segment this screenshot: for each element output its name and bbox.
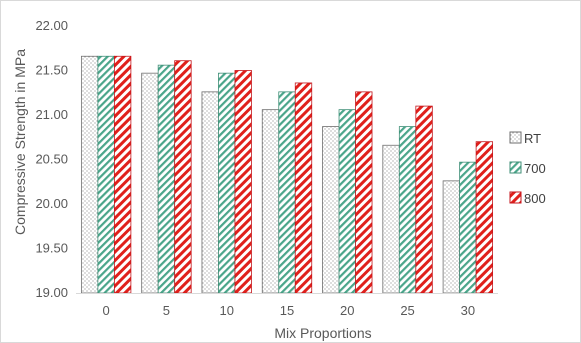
legend: RT 700 800 (509, 131, 546, 206)
bar-rt-30 (442, 180, 461, 294)
bar-700-25 (398, 126, 417, 294)
bar-700-20 (338, 109, 356, 294)
bar-700-0 (97, 55, 115, 294)
x-tick-label: 25 (400, 303, 414, 318)
legend-swatch-rt (509, 131, 522, 144)
bar-rt-20 (322, 126, 340, 294)
x-tick-label: 10 (219, 303, 233, 318)
y-tick-label: 21.50 (35, 63, 68, 78)
legend-label-700: 700 (524, 161, 546, 176)
bar-800-10 (234, 70, 252, 294)
x-tick-label: 0 (103, 303, 110, 318)
x-axis: 0 5 10 15 20 25 30 (76, 293, 498, 318)
bar-700-30 (459, 161, 477, 294)
legend-label-800: 800 (524, 191, 546, 206)
bar-800-25 (415, 105, 433, 294)
y-axis: 19.00 19.50 20.00 20.50 21.00 21.50 22.00 (35, 18, 68, 300)
x-tick-label: 15 (280, 303, 294, 318)
bar-800-30 (475, 141, 494, 294)
bar-700-10 (218, 72, 236, 294)
y-tick-label: 19.50 (35, 241, 68, 256)
bar-700-15 (278, 91, 296, 294)
bar-800-5 (174, 60, 192, 294)
bars-group (80, 55, 494, 294)
bar-rt-0 (80, 55, 99, 294)
bar-rt-25 (382, 144, 400, 294)
x-tick-label: 20 (340, 303, 354, 318)
y-tick-label: 22.00 (35, 18, 68, 33)
x-tick-label: 5 (163, 303, 170, 318)
bar-rt-15 (261, 109, 280, 294)
bar-800-0 (113, 55, 132, 294)
bar-rt-10 (201, 91, 219, 294)
y-tick-label: 21.00 (35, 107, 68, 122)
x-axis-title: Mix Proportions (274, 325, 371, 341)
y-tick-label: 19.00 (35, 285, 68, 300)
bar-700-5 (157, 64, 176, 294)
y-tick-label: 20.50 (35, 152, 68, 167)
bar-800-15 (294, 82, 313, 294)
legend-swatch-800 (509, 191, 522, 204)
legend-swatch-700 (509, 161, 522, 174)
bar-800-20 (355, 91, 373, 294)
y-axis-title: Compressive Strength in MPa (12, 49, 28, 235)
x-tick-label: 30 (461, 303, 475, 318)
legend-label-rt: RT (524, 131, 541, 146)
bar-rt-5 (141, 72, 159, 294)
y-tick-label: 20.00 (35, 196, 68, 211)
